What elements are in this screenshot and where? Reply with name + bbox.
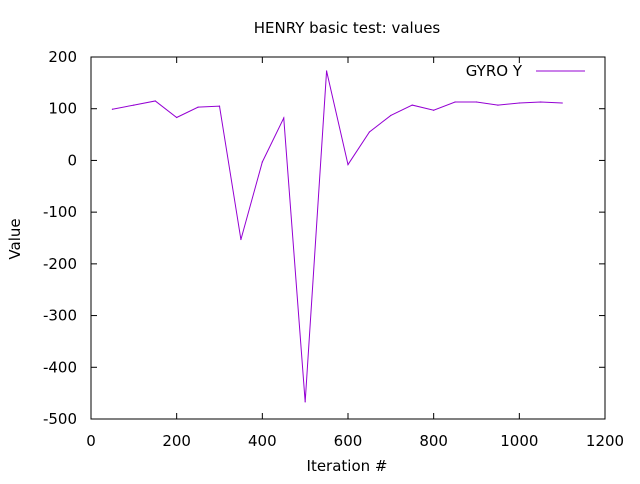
y-tick-label: 200	[48, 48, 77, 66]
data-point	[261, 161, 263, 163]
x-tick-label: 0	[86, 432, 96, 450]
data-point	[154, 100, 156, 102]
y-axis: 200 100 0 -100 -200 -300 -400 -500	[43, 48, 605, 428]
series-layer	[111, 70, 563, 403]
x-axis-label: Iteration #	[307, 457, 388, 475]
data-point	[454, 101, 456, 103]
data-point	[411, 104, 413, 106]
data-point	[283, 117, 285, 119]
y-tick-label: 100	[48, 100, 77, 118]
data-point	[561, 102, 563, 104]
data-point	[475, 101, 478, 103]
y-axis-label: Value	[6, 218, 24, 259]
data-point	[518, 102, 520, 104]
x-tick-label: 200	[162, 432, 191, 450]
data-point	[347, 163, 349, 166]
legend-label: GYRO Y	[466, 62, 523, 80]
data-point	[390, 114, 392, 117]
data-point	[197, 106, 199, 108]
x-axis: 0 200 400 600 800 1000 1200	[86, 57, 624, 450]
data-point	[497, 104, 499, 106]
y-tick-label: -300	[43, 307, 77, 325]
data-point	[111, 108, 114, 110]
y-tick-label: 0	[67, 151, 77, 169]
data-point	[368, 131, 371, 133]
series-line	[112, 70, 563, 402]
x-tick-label: 1000	[500, 432, 538, 450]
y-tick-label: -500	[43, 410, 77, 428]
data-point	[176, 116, 178, 119]
data-point	[325, 70, 328, 72]
legend: GYRO Y	[466, 62, 585, 80]
data-point	[304, 401, 306, 403]
data-point	[433, 109, 435, 111]
x-tick-label: 600	[334, 432, 363, 450]
data-point	[540, 101, 542, 103]
data-point	[240, 238, 242, 241]
y-tick-label: -400	[43, 358, 77, 376]
data-point	[133, 104, 135, 106]
data-point	[218, 105, 221, 107]
chart-title: HENRY basic test: values	[254, 19, 441, 37]
y-tick-label: -100	[43, 203, 77, 221]
x-tick-label: 1200	[586, 432, 624, 450]
y-tick-label: -200	[43, 255, 77, 273]
x-tick-label: 800	[419, 432, 448, 450]
x-tick-label: 400	[248, 432, 277, 450]
